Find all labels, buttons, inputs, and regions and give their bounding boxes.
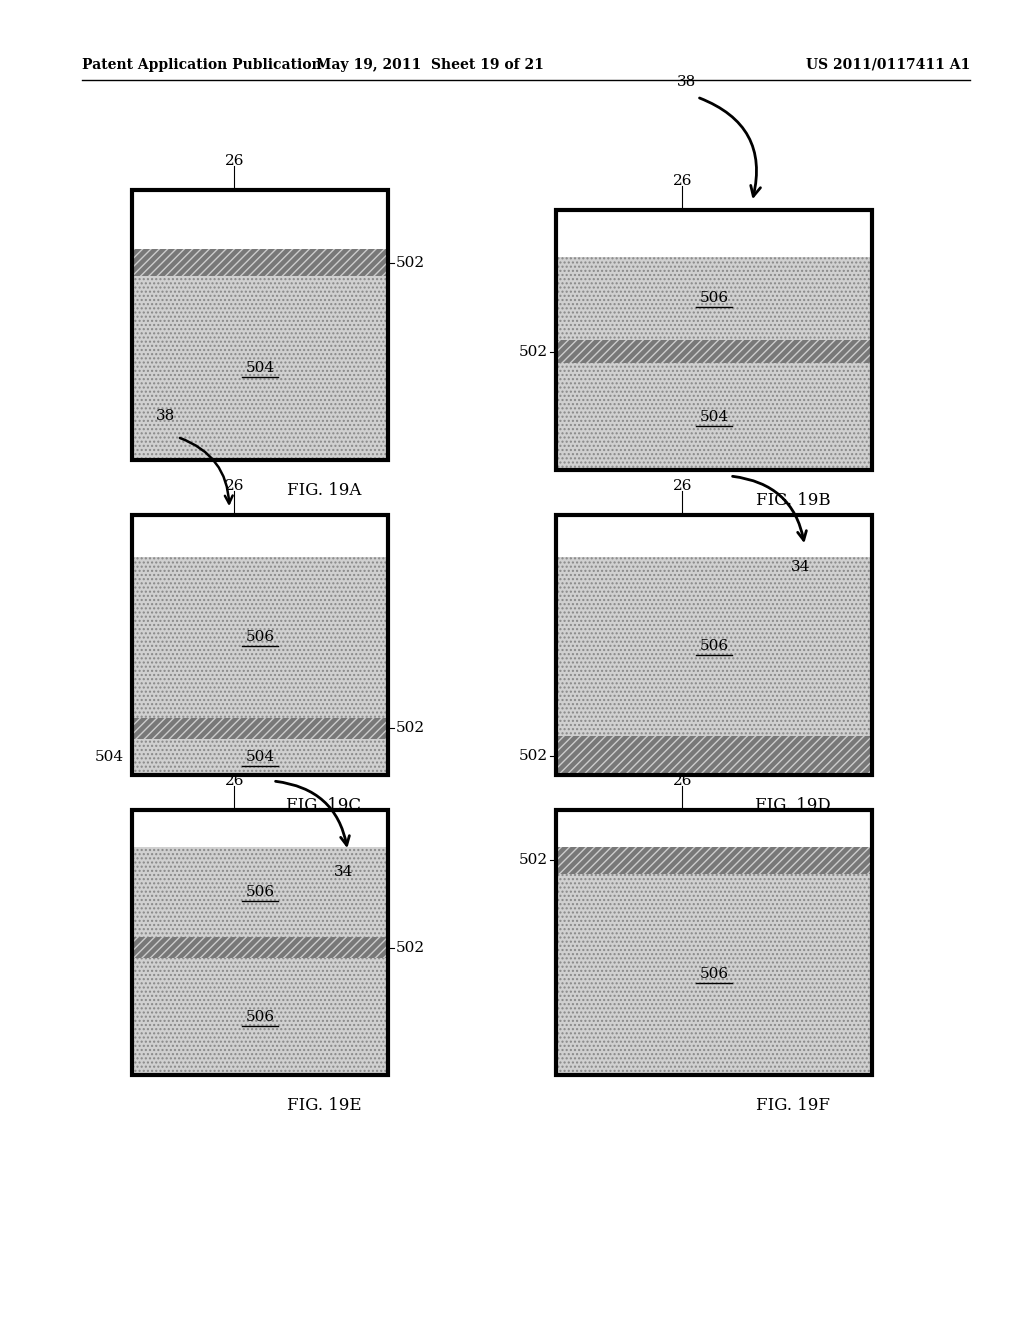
Bar [556,363,872,470]
Text: 502: 502 [396,256,425,269]
Bar [132,810,388,847]
Bar [132,276,388,459]
Text: 38: 38 [156,409,175,422]
Bar [132,847,388,937]
Bar [132,937,388,958]
Text: 34: 34 [334,865,353,879]
Text: US 2011/0117411 A1: US 2011/0117411 A1 [806,58,970,73]
Bar [132,958,388,1074]
Text: FIG. 19E: FIG. 19E [287,1097,361,1114]
Text: 504: 504 [246,362,274,375]
Text: 502: 502 [519,748,548,763]
Text: FIG. 19C: FIG. 19C [287,797,361,814]
Text: FIG. 19D: FIG. 19D [755,797,830,814]
Text: 26: 26 [224,479,244,492]
Text: 506: 506 [246,630,274,644]
Text: 506: 506 [246,886,274,899]
Text: FIG. 19A: FIG. 19A [287,482,361,499]
Bar [556,847,872,874]
Text: 26: 26 [673,174,692,187]
Bar [556,363,872,470]
Bar [132,190,388,459]
Text: 504: 504 [95,750,124,764]
Text: 504: 504 [246,750,274,764]
Bar [132,249,388,276]
Bar [556,210,872,470]
Bar [556,874,872,1074]
Bar [132,557,388,718]
Text: 26: 26 [673,774,692,788]
Bar [556,810,872,847]
Text: 502: 502 [396,721,425,735]
Bar [556,737,872,775]
Text: 506: 506 [699,968,728,981]
Bar [132,190,388,249]
Text: 26: 26 [673,479,692,492]
Text: FIG. 19B: FIG. 19B [756,492,830,510]
Bar [556,341,872,363]
Bar [556,515,872,775]
Text: 506: 506 [699,639,728,653]
Bar [556,874,872,1074]
Text: 26: 26 [224,154,244,168]
Text: FIG. 19F: FIG. 19F [756,1097,830,1114]
Text: 504: 504 [699,409,728,424]
Bar [556,737,872,775]
Bar [556,257,872,341]
Text: 506: 506 [246,1010,274,1024]
Bar [556,557,872,737]
Bar [556,810,872,1074]
Bar [132,718,388,739]
Text: 34: 34 [791,560,810,574]
Bar [132,557,388,718]
Text: 502: 502 [519,345,548,359]
Text: 502: 502 [396,941,425,954]
Bar [132,276,388,459]
Bar [132,739,388,775]
Bar [132,739,388,775]
Bar [132,718,388,739]
Bar [556,210,872,257]
Bar [132,937,388,958]
Bar [132,810,388,1074]
Bar [556,557,872,737]
Bar [556,515,872,557]
Text: 26: 26 [224,774,244,788]
Bar [132,515,388,775]
Bar [132,847,388,937]
Bar [556,257,872,341]
Bar [556,847,872,874]
Bar [556,341,872,363]
Text: 38: 38 [677,75,696,88]
Bar [132,249,388,276]
Bar [132,958,388,1074]
Text: 506: 506 [699,292,728,305]
Text: May 19, 2011  Sheet 19 of 21: May 19, 2011 Sheet 19 of 21 [316,58,544,73]
Text: 502: 502 [519,853,548,867]
Bar [132,515,388,557]
Text: Patent Application Publication: Patent Application Publication [82,58,322,73]
